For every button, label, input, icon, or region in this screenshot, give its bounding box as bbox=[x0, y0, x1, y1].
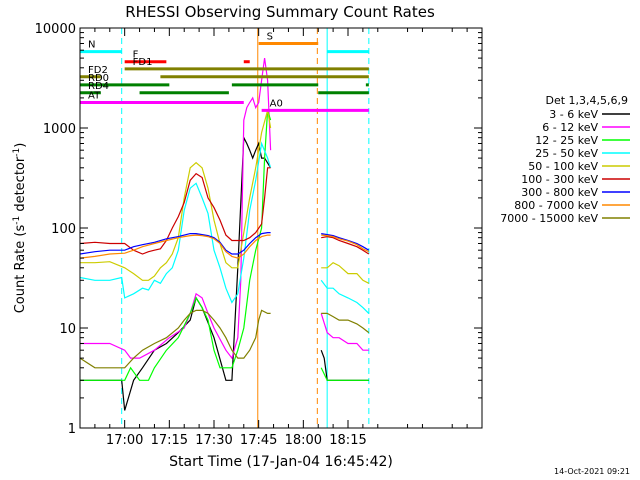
series-line-4-1 bbox=[321, 261, 370, 284]
series-line-0-0 bbox=[80, 135, 272, 411]
flag-label-7: AT bbox=[88, 90, 101, 101]
y-axis-label-mid: detector bbox=[13, 156, 28, 216]
flag-label-8: A0 bbox=[270, 98, 283, 109]
series-line-7-0 bbox=[80, 234, 271, 259]
y-tick-label-3: 1000 bbox=[43, 122, 76, 137]
timestamp: 14-Oct-2021 09:21 bbox=[554, 467, 630, 476]
y-axis-label-post: ) bbox=[13, 143, 28, 148]
flag-label-2: F bbox=[133, 50, 139, 61]
legend-label-0: 3 - 6 keV bbox=[549, 108, 598, 121]
x-tick-label-3: 17:45 bbox=[240, 433, 277, 448]
flag-label-6: RD4 bbox=[88, 81, 109, 92]
y-tick-label-1: 10 bbox=[59, 322, 76, 337]
x-tick-label-5: 18:15 bbox=[329, 433, 366, 448]
series-line-2-1 bbox=[320, 367, 369, 381]
series-lines bbox=[80, 58, 370, 411]
series-line-3-0 bbox=[80, 141, 272, 304]
flag-label-5: RD0 bbox=[88, 73, 109, 84]
chart-title: RHESSI Observing Summary Count Rates bbox=[125, 3, 435, 21]
series-line-5-1 bbox=[321, 235, 370, 255]
legend-label-3: 25 - 50 keV bbox=[535, 147, 598, 160]
y-axis-label-pre: Count Rate (s bbox=[13, 225, 28, 314]
y-axis-label-sup2: -1 bbox=[12, 148, 22, 157]
vertical-markers bbox=[121, 28, 370, 428]
flag-label-0: N bbox=[88, 40, 95, 51]
flag-label-3: FD1 bbox=[133, 57, 153, 68]
series-line-1-1 bbox=[320, 313, 369, 351]
legend-label-7: 800 - 7000 keV bbox=[514, 199, 598, 212]
series-line-8-0 bbox=[80, 309, 271, 369]
x-axis-label: Start Time (17-Jan-04 16:45:42) bbox=[169, 454, 393, 470]
series-line-3-1 bbox=[320, 279, 370, 314]
y-tick-label-2: 100 bbox=[51, 222, 76, 237]
legend-label-2: 12 - 25 keV bbox=[535, 134, 598, 147]
legend-title: Det 1,3,4,5,6,9 bbox=[545, 94, 628, 107]
legend-label-6: 300 - 800 keV bbox=[521, 186, 598, 199]
series-line-1-0 bbox=[80, 58, 272, 360]
flag-label-1: S bbox=[267, 31, 273, 42]
flag-label-4: FD2 bbox=[88, 65, 108, 76]
series-line-6-0 bbox=[80, 232, 271, 255]
x-tick-label-2: 17:30 bbox=[195, 433, 232, 448]
y-tick-label-0: 1 bbox=[68, 422, 76, 437]
legend-label-8: 7000 - 15000 keV bbox=[500, 212, 598, 225]
series-line-6-1 bbox=[321, 233, 370, 251]
legend-label-4: 50 - 100 keV bbox=[528, 160, 598, 173]
series-line-4-0 bbox=[80, 110, 272, 281]
series-line-8-1 bbox=[321, 312, 370, 334]
legend-label-1: 6 - 12 keV bbox=[542, 121, 598, 134]
series-line-7-1 bbox=[321, 234, 370, 253]
series-line-5-0 bbox=[80, 167, 271, 255]
x-tick-label-1: 17:15 bbox=[151, 433, 188, 448]
series-line-2-0 bbox=[80, 110, 272, 381]
legend-label-5: 100 - 300 keV bbox=[521, 173, 598, 186]
y-tick-label-4: 10000 bbox=[35, 22, 76, 37]
series-line-0-1 bbox=[320, 349, 369, 381]
x-tick-label-0: 17:00 bbox=[106, 433, 143, 448]
y-axis-label: Count Rate (s-1 detector-1) bbox=[12, 143, 28, 314]
plot-frame bbox=[79, 27, 483, 429]
y-axis-label-sup1: -1 bbox=[12, 216, 22, 225]
x-tick-label-4: 18:00 bbox=[285, 433, 322, 448]
axes: 17:00 17:15 17:30 17:45 18:00 18:15 1 10 100 1000… bbox=[35, 22, 482, 448]
